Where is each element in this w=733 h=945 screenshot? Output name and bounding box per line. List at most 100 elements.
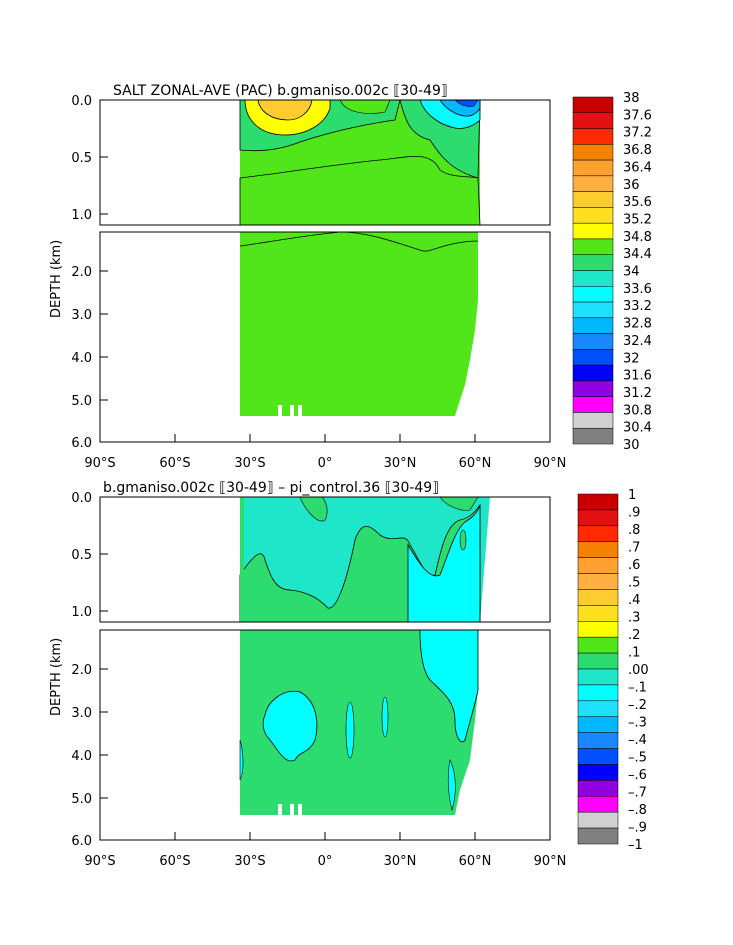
colorbar-swatch [572, 254, 614, 271]
colorbar-label: 32 [623, 351, 640, 366]
colorbar-swatch [572, 144, 614, 161]
colorbar-label: .9 [628, 506, 640, 521]
colorbar-label: .7 [628, 541, 640, 556]
p1-bulk-ocean-lower [240, 232, 478, 416]
colorbar-swatch [577, 748, 619, 765]
p1-ytick-5: 4.0 [71, 351, 92, 366]
colorbar-swatch [577, 525, 619, 542]
colorbar-swatch [577, 684, 619, 702]
colorbar-label: –1 [628, 838, 643, 853]
colorbar-label: –.8 [628, 803, 647, 818]
p1-ytick-3: 2.0 [71, 265, 92, 280]
p2-xtick-1: 60°S [159, 854, 190, 869]
p2-ytick-0: 0.0 [71, 491, 92, 506]
panel-1-upper-plot [239, 99, 481, 226]
colorbar-swatch [577, 493, 619, 511]
p2-xtick-0: 90°S [84, 854, 115, 869]
colorbar-label: 35.2 [623, 212, 652, 227]
p1-notch-3 [298, 405, 302, 416]
p2-west-edge-patch [239, 739, 244, 781]
colorbar-label: 30.8 [623, 403, 652, 418]
colorbar-swatch [572, 301, 614, 319]
panel-1-y-axis: 0.0 0.5 1.0 2.0 3.0 4.0 5.0 6.0 DEPTH (k… [49, 94, 108, 451]
colorbar-swatch [577, 780, 619, 797]
panel-2-lower-plot [239, 629, 479, 815]
colorbar-label: 31.2 [623, 386, 652, 401]
colorbar-label: –.4 [628, 733, 647, 748]
colorbar-label: –.3 [628, 716, 647, 731]
colorbar-label: .2 [628, 628, 640, 643]
panel-2-upper-frame [99, 496, 551, 623]
colorbar-label: –.9 [628, 821, 647, 836]
p2-xtick-5: 60°N [459, 854, 492, 869]
panel-2-x-axis: 90°S 60°S 30°S 0° 30°N 60°N 90°N [84, 832, 566, 869]
colorbar-swatch [572, 112, 614, 129]
p1-ytick-4: 3.0 [71, 308, 92, 323]
colorbar-label: 34.4 [623, 247, 652, 262]
p1-ytick-0: 0.0 [71, 94, 92, 109]
colorbar-label: 32.4 [623, 334, 652, 349]
colorbar-swatch [572, 128, 614, 145]
p2-ytick-2: 1.0 [71, 605, 92, 620]
colorbar-swatch [572, 191, 614, 208]
colorbar-swatch [572, 427, 614, 445]
colorbar-swatch [572, 270, 614, 287]
colorbar-label: .5 [628, 576, 640, 591]
p2-small-patch [459, 529, 467, 551]
p1-deep-contour [239, 231, 479, 252]
panel-2-title: b.gmaniso.002c ⟦30-49⟧ – pi_control.36 ⟦… [103, 480, 439, 496]
colorbar-swatch [577, 652, 619, 670]
p2-ytick-3: 2.0 [71, 663, 92, 678]
colorbar-label: 35.6 [623, 195, 652, 210]
panel-1-upper-frame [99, 99, 551, 226]
p1-xtick-5: 60°N [459, 456, 492, 471]
colorbar-label: 32.8 [623, 317, 652, 332]
p2-ytick-5: 4.0 [71, 749, 92, 764]
colorbar-label: 33.6 [623, 282, 652, 297]
colorbar-swatch [577, 589, 619, 606]
p1-ylabel: DEPTH (km) [49, 240, 64, 318]
panel-1-x-axis: 90°S 60°S 30°S 0° 30°N 60°N 90°N [84, 434, 566, 471]
colorbar-swatch [572, 222, 614, 240]
p1-north-pacific-freshest [454, 99, 479, 107]
p2-ytick-4: 3.0 [71, 706, 92, 721]
p1-ytick-6: 5.0 [71, 394, 92, 409]
colorbar-label: .6 [628, 558, 640, 573]
p2-deep-strip-1 [345, 701, 355, 759]
p1-xtick-2: 30°S [234, 456, 265, 471]
panel-2-upper-plot [239, 496, 490, 623]
colorbar-swatch [577, 605, 619, 622]
colorbar-swatch [572, 286, 614, 303]
p2-ytick-7: 6.0 [71, 834, 92, 849]
colorbar-label: 37.2 [623, 126, 652, 141]
colorbar-label: 34.8 [623, 230, 652, 245]
colorbar-label: 36.8 [623, 143, 652, 158]
colorbar-swatch [572, 412, 614, 429]
panel-1-title: SALT ZONAL-AVE (PAC) b.gmaniso.002c ⟦30-… [113, 83, 448, 99]
p1-ytick-7: 6.0 [71, 436, 92, 451]
colorbar-label: .1 [628, 646, 640, 661]
panel-1-lower-plot [239, 231, 479, 416]
p2-bulk-positive-lower [240, 630, 478, 815]
colorbar-swatch [572, 238, 614, 255]
p2-deep-strip-2 [381, 696, 389, 738]
p2-xtick-4: 30°N [384, 854, 417, 869]
p1-xtick-0: 90°S [84, 456, 115, 471]
colorbar-swatch [577, 700, 619, 717]
colorbar-label: –.7 [628, 786, 647, 801]
colorbar-label: 36.4 [623, 160, 652, 175]
colorbar-swatch [572, 175, 614, 192]
panel-2-colorbar: 1 .9 .8 .7 .6 .5 .4 .3 .2 .1 .00 –.1 –.2 –.3 –.4 –.5 –.6… [577, 488, 649, 853]
p1-surface-layer [240, 99, 481, 179]
colorbar-swatch [572, 364, 614, 382]
colorbar-swatch [572, 317, 614, 334]
colorbar-swatch [577, 668, 619, 686]
colorbar-label: .4 [628, 593, 640, 608]
p2-notch-1 [278, 804, 282, 815]
p1-xtick-6: 90°N [534, 456, 567, 471]
p1-intermediate-band [239, 155, 481, 226]
colorbar-swatch [577, 621, 619, 638]
colorbar-label: 30 [623, 438, 640, 453]
colorbar-swatch [572, 380, 614, 397]
